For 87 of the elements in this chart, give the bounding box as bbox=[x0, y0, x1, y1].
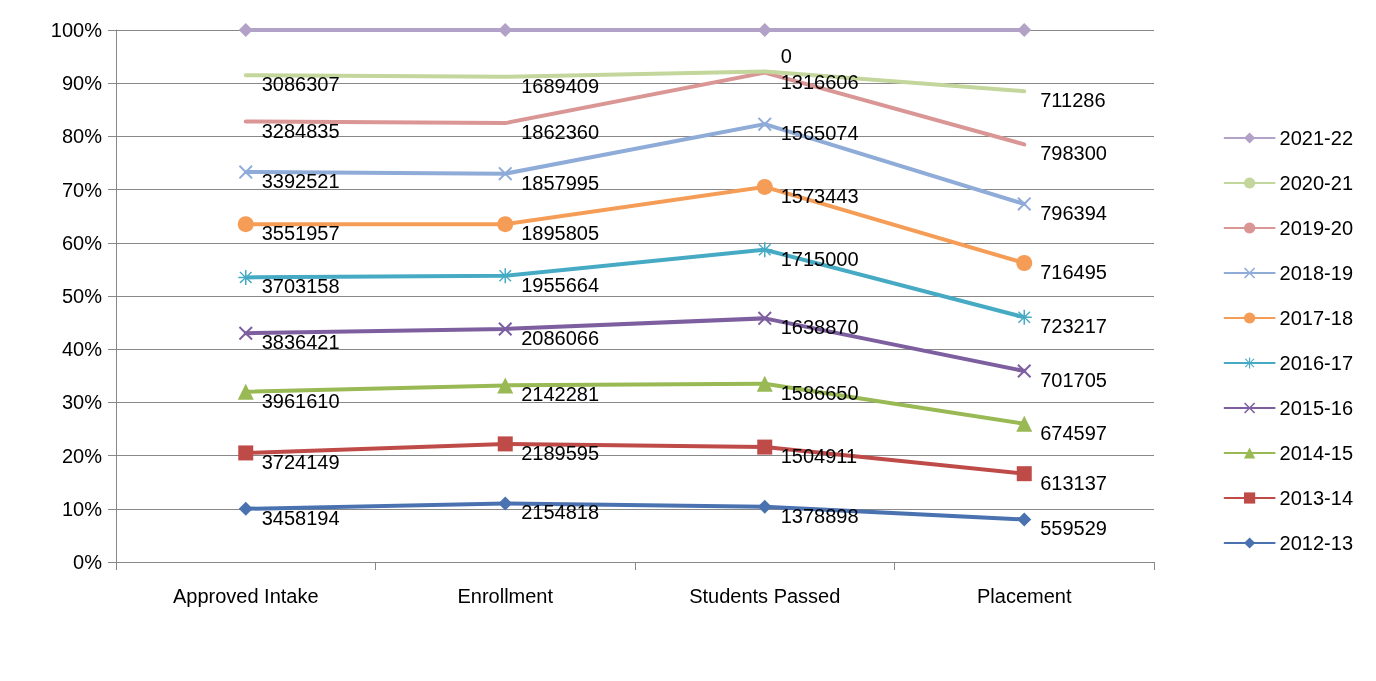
point bbox=[498, 166, 513, 181]
x-tick-label: Approved Intake bbox=[172, 585, 319, 607]
point bbox=[757, 499, 772, 514]
y-tick-label: 40% bbox=[61, 338, 103, 361]
line-series bbox=[243, 69, 1027, 94]
point bbox=[498, 496, 513, 511]
annotation: 1565074 bbox=[780, 122, 859, 145]
annotation: 3836421 bbox=[261, 331, 340, 354]
annotation: 796394 bbox=[1040, 201, 1107, 224]
y-tick-label: 90% bbox=[61, 72, 103, 95]
legend-label: 2017-18 bbox=[1279, 307, 1354, 329]
y-tick-label: 0% bbox=[73, 551, 103, 573]
annotation: 2154818 bbox=[521, 501, 600, 524]
annotation: 3086307 bbox=[261, 73, 340, 96]
point bbox=[757, 117, 772, 132]
point bbox=[238, 445, 254, 461]
point bbox=[497, 268, 513, 284]
annotation: 1689409 bbox=[521, 74, 600, 97]
y-tick-label: 70% bbox=[61, 178, 103, 201]
point bbox=[757, 242, 773, 258]
x-tick-label: Enrollment bbox=[457, 585, 554, 607]
y-tick-label: 50% bbox=[61, 285, 103, 307]
annotation: 1895805 bbox=[521, 222, 600, 245]
point bbox=[1016, 466, 1032, 482]
annotation: 798300 bbox=[1040, 142, 1107, 165]
annotation: 613137 bbox=[1040, 471, 1107, 494]
point bbox=[238, 269, 254, 285]
annotation: 0 bbox=[780, 45, 792, 68]
point bbox=[1016, 255, 1033, 272]
point bbox=[1017, 196, 1032, 211]
annotation: 3724149 bbox=[261, 450, 340, 473]
point bbox=[238, 501, 253, 516]
annotation: 1955664 bbox=[521, 273, 600, 296]
y-tick-label: 20% bbox=[61, 444, 103, 467]
point bbox=[1016, 415, 1033, 432]
point bbox=[497, 216, 514, 233]
legend-label: 2015-16 bbox=[1279, 397, 1354, 419]
point bbox=[238, 165, 253, 180]
point bbox=[756, 178, 773, 195]
line-series bbox=[243, 70, 1027, 147]
point bbox=[237, 216, 254, 233]
legend-label: 2019-20 bbox=[1279, 217, 1354, 239]
annotation: 1316606 bbox=[780, 70, 859, 93]
legend-label: 2014-15 bbox=[1279, 442, 1354, 464]
annotation: 723217 bbox=[1040, 315, 1107, 338]
annotation: 3458194 bbox=[261, 506, 340, 529]
legend-label: 2013-14 bbox=[1279, 487, 1354, 509]
point bbox=[237, 383, 254, 400]
annotation: 701705 bbox=[1040, 369, 1107, 392]
point bbox=[238, 23, 253, 37]
annotation: 674597 bbox=[1040, 421, 1107, 444]
annotation: 3703158 bbox=[261, 275, 340, 298]
y-tick-label: 100% bbox=[50, 19, 103, 41]
y-tick-label: 30% bbox=[61, 391, 103, 414]
annotation: 2189595 bbox=[521, 441, 600, 464]
point bbox=[497, 377, 514, 394]
point bbox=[756, 375, 773, 392]
annotation: 559529 bbox=[1040, 517, 1107, 540]
y-tick-label: 60% bbox=[61, 231, 103, 254]
annotation: 3284835 bbox=[261, 119, 340, 142]
legend-label: 2012-13 bbox=[1279, 532, 1354, 554]
point bbox=[1017, 364, 1032, 379]
annotation: 3392521 bbox=[261, 170, 340, 193]
annotation: 1378898 bbox=[780, 504, 859, 527]
point bbox=[238, 326, 253, 341]
legend-label: 2016-17 bbox=[1279, 352, 1354, 374]
point bbox=[1017, 23, 1032, 37]
point bbox=[757, 311, 772, 326]
x-tick-label: Placement bbox=[977, 585, 1072, 607]
legend-label: 2021-22 bbox=[1279, 127, 1354, 149]
point bbox=[1017, 512, 1032, 527]
annotation: 716495 bbox=[1040, 261, 1107, 284]
annotation: 3961610 bbox=[261, 389, 340, 412]
point bbox=[757, 439, 773, 455]
annotation: 711286 bbox=[1040, 89, 1106, 112]
annotation: 2086066 bbox=[521, 326, 600, 349]
x-tick-label: Students Passed bbox=[689, 585, 841, 607]
legend-label: 2018-19 bbox=[1279, 262, 1354, 284]
annotation: 3551957 bbox=[261, 222, 340, 245]
annotation: 2142281 bbox=[521, 383, 600, 406]
y-tick-label: 80% bbox=[61, 125, 103, 148]
y-tick-label: 10% bbox=[61, 497, 103, 520]
point bbox=[497, 436, 513, 452]
annotation: 1857995 bbox=[521, 171, 600, 194]
point bbox=[498, 321, 513, 336]
annotation: 1862360 bbox=[521, 121, 600, 144]
legend-label: 2020-21 bbox=[1279, 172, 1354, 194]
